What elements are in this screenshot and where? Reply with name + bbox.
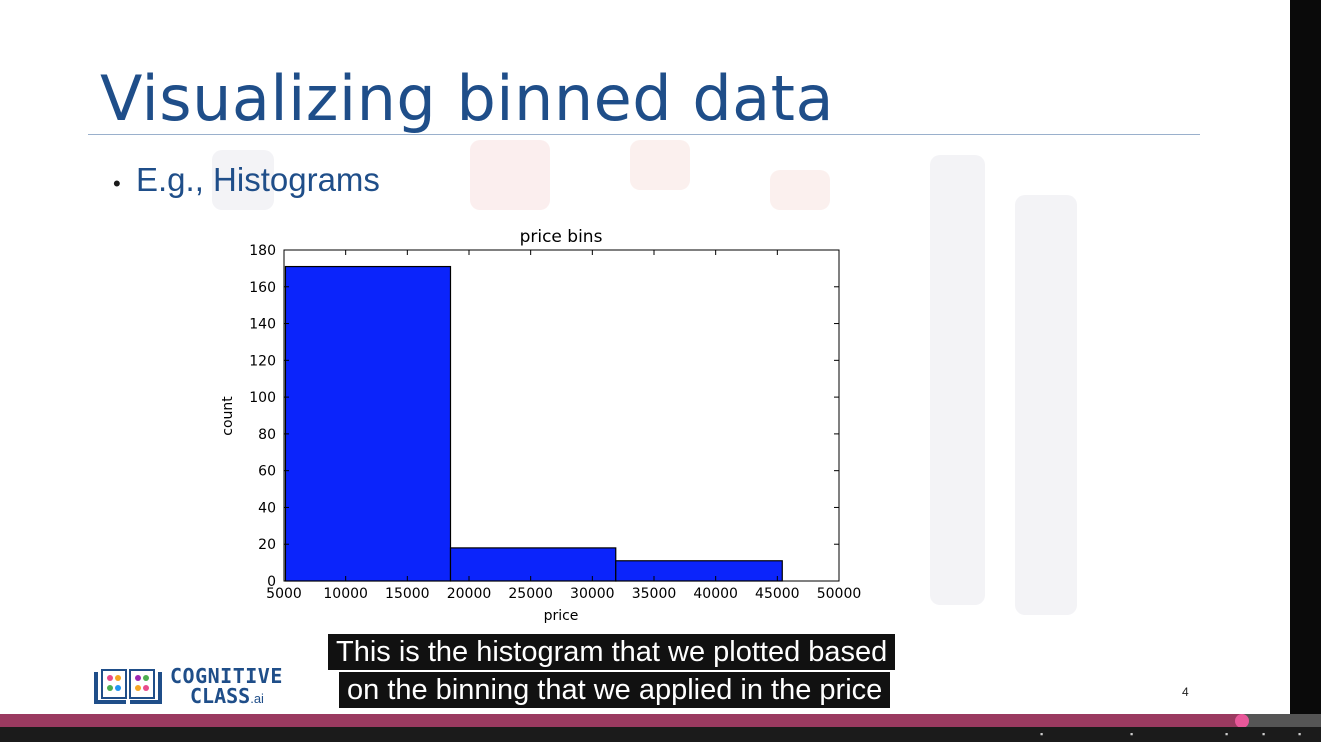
y-tick-label: 120 [249, 353, 276, 369]
histogram-bar [615, 560, 783, 582]
cognitive-class-logo: COGNITIVE CLASS.ai [92, 664, 302, 708]
histogram-chart: 5000 10000 15000 20000 25000 30000 35000 40000 4… [220, 227, 862, 624]
caption-line-2: on the binning that we applied in the pr… [339, 672, 891, 708]
y-tick-label: 40 [258, 500, 276, 516]
histogram-bar [284, 265, 452, 582]
watermark-shape [930, 155, 985, 605]
x-tick-label: 25000 [508, 586, 553, 602]
control-icon[interactable]: ▪ [1298, 729, 1302, 739]
slide-number: 4 [1182, 685, 1189, 699]
control-icon[interactable]: ▪ [1262, 729, 1266, 739]
x-axis-label: price [544, 608, 579, 624]
y-tick-label: 60 [258, 464, 276, 480]
chart-title: price bins [520, 227, 603, 247]
y-tick-label: 80 [258, 427, 276, 443]
bullet-text: E.g., Histograms [136, 161, 380, 198]
logo-text-class: CLASS.ai [190, 684, 264, 708]
control-icon[interactable]: ▪ [1130, 729, 1134, 739]
watermark-shape [630, 140, 690, 190]
video-progress-bar[interactable] [0, 714, 1321, 728]
y-tick-label: 140 [249, 317, 276, 333]
book-logo-icon [94, 669, 162, 704]
x-tick-label: 50000 [817, 586, 862, 602]
y-tick-label: 20 [258, 537, 276, 553]
progress-handle[interactable] [1234, 714, 1249, 728]
watermark-shape [470, 140, 550, 210]
y-tick-label: 180 [249, 243, 276, 259]
player-controls: ▪ ▪ ▪ ▪ ▪ [0, 727, 1321, 742]
x-tick-label: 30000 [570, 586, 615, 602]
bullet-dot: • [113, 171, 121, 196]
x-tick-label: 20000 [447, 586, 492, 602]
logo-class: CLASS [190, 684, 251, 708]
x-tick-label: 5000 [266, 586, 302, 602]
watermark-shape [212, 150, 274, 210]
plot-frame [283, 249, 840, 582]
y-axis-label: count [220, 396, 236, 436]
logo-ai: .ai [250, 691, 264, 706]
x-tick-label: 45000 [755, 586, 800, 602]
logo-text-cognitive: COGNITIVE [170, 664, 283, 688]
x-tick-label: 10000 [323, 586, 368, 602]
slide-title: Visualizing binned data [100, 62, 834, 135]
control-icon[interactable]: ▪ [1040, 729, 1044, 739]
watermark-shape [770, 170, 830, 210]
x-tick-label: 35000 [632, 586, 677, 602]
caption-line-1: This is the histogram that we plotted ba… [328, 634, 896, 670]
control-icon[interactable]: ▪ [1225, 729, 1229, 739]
progress-played [0, 714, 1242, 727]
watermark-shape [1015, 195, 1077, 615]
right-edge-strip [1290, 0, 1321, 714]
histogram-bar [449, 547, 617, 582]
x-tick-label: 40000 [693, 586, 738, 602]
x-tick-label: 15000 [385, 586, 430, 602]
slide: Visualizing binned data • E.g., Histogra… [88, 62, 1200, 708]
y-tick-label: 160 [249, 280, 276, 296]
y-tick-label: 0 [267, 574, 276, 590]
title-divider [88, 134, 1200, 135]
y-tick-label: 100 [249, 390, 276, 406]
